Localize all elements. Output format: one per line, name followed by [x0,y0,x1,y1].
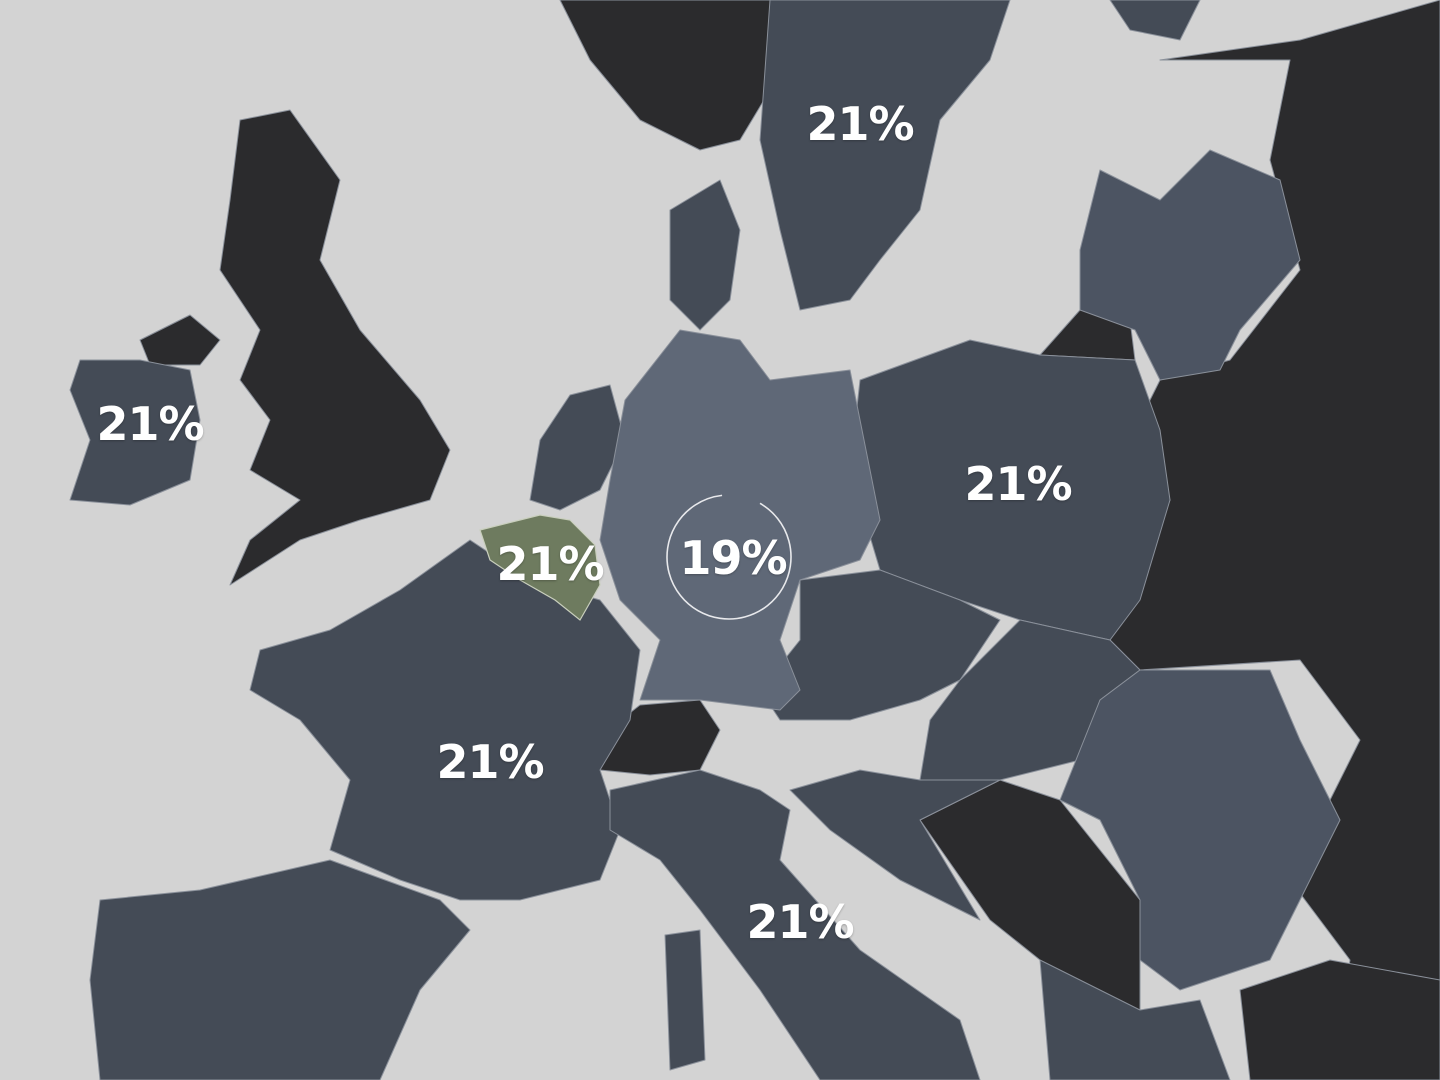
country-croatia-slovenia [789,769,1001,921]
country-spain-portugal [89,859,471,1080]
country-sardinia-corsica [664,929,706,1071]
country-northern-ireland [139,314,221,366]
label-france: 21% [436,735,544,789]
country-romania-bulgaria [1059,669,1341,991]
label-poland: 21% [964,457,1072,511]
country-turkey [1239,959,1440,1080]
country-ireland [69,359,201,506]
country-belgium [479,514,601,621]
country-uk [219,109,451,586]
label-ireland: 21% [96,397,204,451]
country-greece [1039,959,1231,1080]
label-sweden: 21% [806,97,914,151]
country-italy [609,769,981,1080]
country-latvia-lithuania [1079,149,1301,381]
country-germany [599,329,881,711]
label-italy: 21% [746,895,854,949]
germany-progress-ring [666,494,792,620]
label-germany: 19% [679,531,787,585]
country-denmark [669,179,741,331]
country-finland [1109,0,1201,41]
label-belgium: 21% [496,537,604,591]
country-norway [559,0,781,151]
country-sweden [759,0,1011,311]
